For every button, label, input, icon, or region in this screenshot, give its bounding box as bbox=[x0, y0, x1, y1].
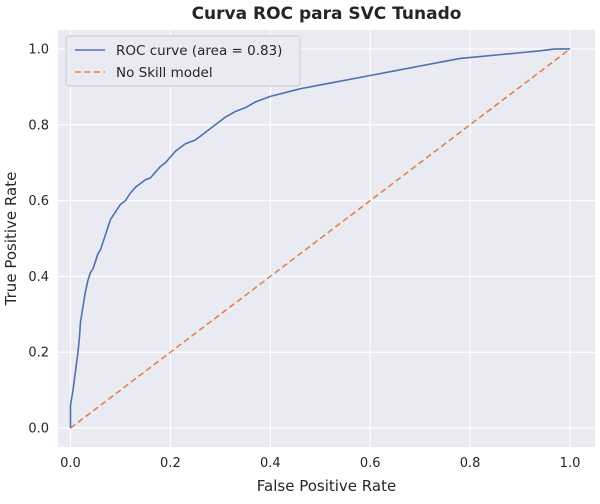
x-tick-label: 0.2 bbox=[160, 456, 181, 471]
series-layer bbox=[69, 48, 571, 429]
x-tick-label: 0.6 bbox=[360, 456, 381, 471]
x-tick-label: 1.0 bbox=[560, 456, 581, 471]
legend-box bbox=[65, 35, 301, 87]
series-line-1 bbox=[70, 48, 571, 429]
y-tick-label: 0.2 bbox=[28, 346, 49, 361]
chart-title: Curva ROC para SVC Tunado bbox=[192, 4, 462, 24]
y-axis-label: True Positive Rate bbox=[2, 172, 20, 307]
plot-area bbox=[58, 30, 595, 447]
legend-label: ROC curve (area = 0.83) bbox=[116, 43, 282, 59]
x-tick-label: 0.4 bbox=[260, 456, 281, 471]
y-tick-label: 0.8 bbox=[28, 118, 49, 133]
x-tick-label: 0.0 bbox=[60, 456, 81, 471]
y-tick-label: 0.4 bbox=[28, 270, 49, 285]
y-tick-label: 1.0 bbox=[28, 42, 49, 57]
y-tick-label: 0.0 bbox=[28, 422, 49, 437]
legend: ROC curve (area = 0.83) No Skill model bbox=[65, 35, 301, 87]
y-tick-label: 0.6 bbox=[28, 194, 49, 209]
series-line-0 bbox=[69, 48, 571, 429]
legend-label: No Skill model bbox=[116, 65, 213, 81]
x-tick-label: 0.8 bbox=[460, 456, 481, 471]
x-axis-label: False Positive Rate bbox=[257, 477, 396, 495]
tick-labels: 0.0 0.2 0.4 0.6 0.8 1.0 0.0 0.2 0.4 0.6 0.8 1.0 bbox=[28, 42, 580, 471]
